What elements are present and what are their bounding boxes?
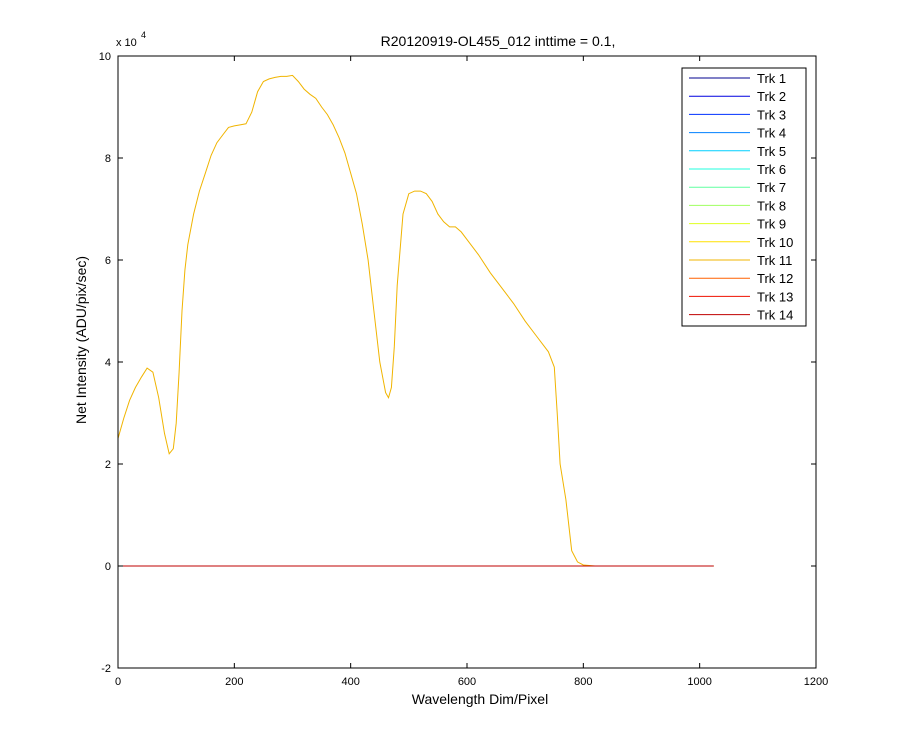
x-tick-label: 600 <box>458 676 476 688</box>
y-tick-label: -2 <box>101 663 111 675</box>
y-exponent-base: x 10 <box>116 37 137 49</box>
y-tick-label: 6 <box>105 255 111 267</box>
legend-label: Trk 3 <box>757 107 786 122</box>
series-line-trk-11 <box>117 74 714 567</box>
x-tick-label: 200 <box>225 676 243 688</box>
legend-label: Trk 2 <box>757 89 786 104</box>
y-axis-label: Net Intensity (ADU/pix/sec) <box>73 256 89 424</box>
y-tick-label: 8 <box>105 153 111 165</box>
legend: Trk 1 Trk 2 Trk 3 Trk 4 Trk 5 Trk 6 Trk 7 Trk 8… <box>681 67 807 327</box>
legend-label: Trk 9 <box>757 217 786 232</box>
legend-label: Trk 1 <box>757 71 786 86</box>
y-tick-label: 0 <box>105 561 111 573</box>
legend-label: Trk 5 <box>757 144 786 159</box>
legend-label: Trk 10 <box>757 235 793 250</box>
y-axis: -2 0 2 4 6 8 10 <box>99 51 816 675</box>
legend-label: Trk 13 <box>757 289 793 304</box>
x-axis-label: Wavelength Dim/Pixel <box>412 691 548 707</box>
x-tick-label: 1200 <box>804 676 828 688</box>
legend-label: Trk 11 <box>757 253 792 268</box>
y-tick-label: 10 <box>99 51 111 63</box>
legend-box <box>681 67 807 327</box>
x-axis: 0 200 400 600 800 1000 1200 <box>115 56 828 688</box>
x-tick-label: 1000 <box>687 676 711 688</box>
y-tick-label: 2 <box>105 459 111 471</box>
legend-label: Trk 12 <box>757 271 793 286</box>
legend-label: Trk 8 <box>757 198 786 213</box>
x-tick-label: 0 <box>115 676 121 688</box>
x-tick-label: 800 <box>574 676 592 688</box>
legend-label: Trk 14 <box>757 308 793 323</box>
chart-title: R20120919-OL455_012 inttime = 0.1, <box>381 33 616 49</box>
y-tick-label: 4 <box>105 357 111 369</box>
legend-label: Trk 4 <box>757 126 786 141</box>
legend-label: Trk 7 <box>757 180 786 195</box>
y-exponent-power: 4 <box>141 30 146 40</box>
series-layer <box>117 74 714 567</box>
legend-label: Trk 6 <box>757 162 786 177</box>
x-tick-label: 400 <box>341 676 359 688</box>
